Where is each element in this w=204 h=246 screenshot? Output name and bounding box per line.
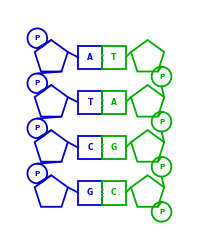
- Text: C: C: [110, 188, 116, 197]
- Text: T: T: [87, 98, 92, 107]
- Text: A: A: [110, 98, 116, 107]
- Text: P: P: [158, 164, 163, 170]
- Text: P: P: [34, 170, 40, 177]
- Text: P: P: [34, 80, 40, 86]
- Text: P: P: [34, 35, 40, 41]
- Text: G: G: [87, 188, 93, 197]
- Text: P: P: [158, 74, 163, 79]
- Text: A: A: [87, 53, 93, 62]
- Text: P: P: [158, 119, 163, 125]
- Text: G: G: [110, 143, 116, 152]
- Text: T: T: [111, 53, 116, 62]
- Text: P: P: [34, 125, 40, 131]
- Text: P: P: [158, 209, 163, 215]
- Text: C: C: [87, 143, 93, 152]
